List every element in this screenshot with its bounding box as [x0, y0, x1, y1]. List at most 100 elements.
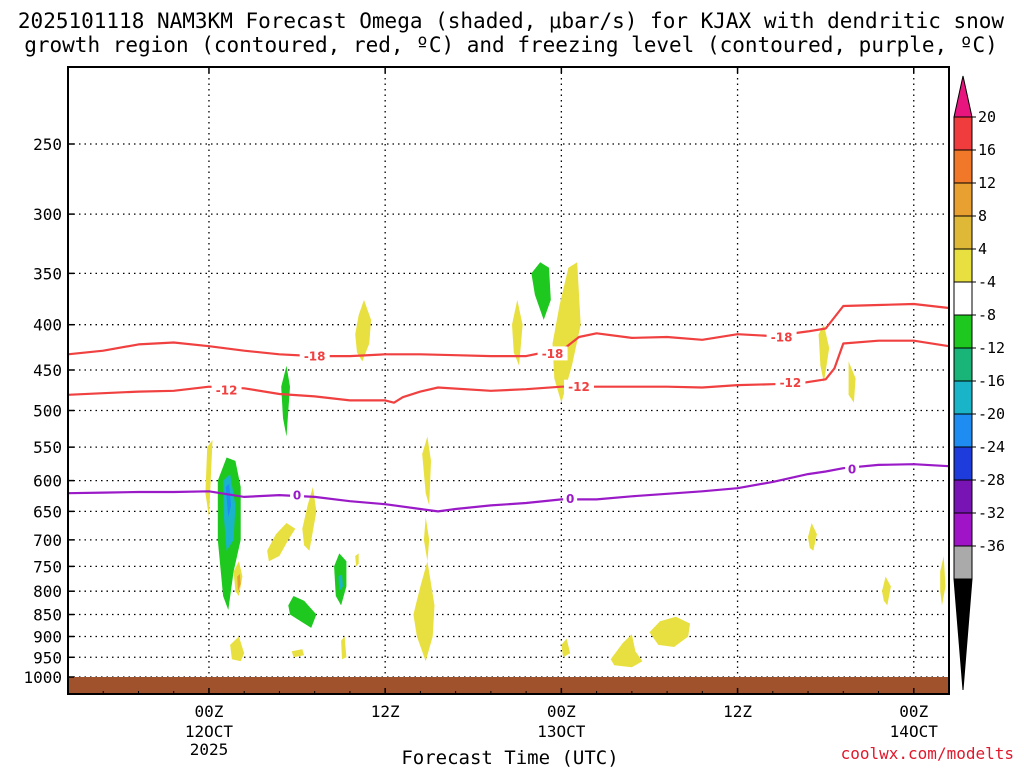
y-tick-label: 700 — [33, 531, 62, 550]
chart-title-line-1: 2025101118 NAM3KM Forecast Omega (shaded… — [18, 9, 1005, 33]
colorbar-segment — [953, 248, 973, 283]
omega-area-yellow-streak-1 — [205, 440, 213, 518]
y-tick-label: 1000 — [23, 668, 62, 687]
y-tick-label: 800 — [33, 582, 62, 601]
x-tick-label: 00Z — [195, 702, 224, 721]
colorbar-label: 12 — [978, 174, 996, 192]
contour-label: 0 — [566, 492, 574, 506]
colorbar-segment — [953, 215, 973, 250]
colorbar-label: 4 — [978, 240, 987, 258]
omega-area-orange-streak — [237, 574, 241, 592]
ground-surface — [68, 677, 949, 694]
omega-area-yellow-streak-4 — [423, 517, 430, 562]
ground-band — [68, 677, 949, 694]
omega-area-yellow-dot-2 — [291, 649, 305, 658]
x-tick-label: 00Z — [547, 702, 576, 721]
contour-label-bg — [563, 379, 594, 394]
omega-area-green-streak-500 — [281, 365, 290, 437]
colorbar-segment — [953, 512, 973, 547]
colorbar-segment — [953, 281, 973, 316]
colorbar-segment — [953, 479, 973, 514]
y-tick-label: 950 — [33, 648, 62, 667]
omega-area-yellow-blob-2 — [267, 523, 296, 562]
colorbar-label: -16 — [978, 372, 1005, 390]
colorbar-label: -20 — [978, 405, 1005, 423]
colorbar-segment — [953, 446, 973, 481]
omega-area-yellow-blob-top-3 — [552, 262, 581, 403]
contour-label: 0 — [848, 462, 856, 476]
colorbar-label: -32 — [978, 504, 1005, 522]
colorbar-segment — [953, 413, 973, 448]
colorbar-label: 16 — [978, 141, 996, 159]
omega-area-blue-blob-main — [225, 483, 231, 518]
contour-label: -18 — [771, 331, 793, 345]
x-tick-year: 2025 — [190, 740, 229, 759]
omega-area-yellow-blob-top-4 — [818, 324, 830, 383]
contour-label-bg — [211, 382, 242, 397]
y-tick-label: 600 — [33, 472, 62, 491]
x-tick-label: 12Z — [371, 702, 400, 721]
colorbar-label: -28 — [978, 471, 1005, 489]
y-tick-label: 900 — [33, 627, 62, 646]
colorbar-label: -36 — [978, 537, 1005, 555]
y-tick-label: 750 — [33, 557, 62, 576]
omega-area-yellow-blob-4 — [413, 561, 435, 662]
omega-area-yellow-blob-top-2 — [512, 299, 523, 366]
colorbar-segment — [953, 149, 973, 184]
omega-area-yellow-streak-3 — [422, 436, 431, 506]
omega-area-yellow-streak-6 — [940, 556, 946, 606]
x-tick-label: 12Z — [723, 702, 752, 721]
contour-freezing-0 — [67, 463, 950, 513]
colorbar-label: -24 — [978, 438, 1005, 456]
y-tick-label: 300 — [33, 205, 62, 224]
contour-label: -12 — [216, 383, 238, 397]
colorbar-bottom-arrow — [953, 578, 973, 691]
colorbar-label: 20 — [978, 108, 996, 126]
x-tick-date: 13OCT — [537, 722, 586, 741]
colorbar-label: -8 — [978, 306, 996, 324]
y-tick-label: 650 — [33, 502, 62, 521]
omega-area-yellow-blob-9 — [808, 523, 817, 551]
colorbar-segment — [953, 545, 973, 580]
colorbar-label: -12 — [978, 339, 1005, 357]
omega-area-green-blob-850 — [288, 596, 317, 628]
contour-label: 0 — [293, 489, 301, 503]
contour-dendritic--18 — [67, 302, 950, 358]
colorbar-segment — [953, 347, 973, 382]
contour-label: -12 — [780, 376, 802, 390]
colorbar: 20 16 12 8 4 -4 -8 -12 -16 -20 -24 -28 -32 -36 — [953, 75, 1005, 691]
omega-area-cyan-blob-760 — [338, 574, 343, 592]
y-tick-label: 550 — [33, 438, 62, 457]
colorbar-label: -4 — [978, 273, 996, 291]
contour-label-bg — [775, 375, 806, 390]
y-tick-label: 500 — [33, 402, 62, 421]
omega-area-yellow-blob-6 — [561, 638, 571, 658]
omega-shaded-areas — [205, 262, 946, 668]
omega-area-yellow-dot-1 — [355, 553, 359, 567]
y-tick-label: 250 — [33, 135, 62, 154]
contour-label-bg — [290, 488, 305, 503]
colorbar-segment — [953, 314, 973, 349]
x-tick-label: 00Z — [899, 702, 928, 721]
y-tick-label: 850 — [33, 606, 62, 625]
contour-label-bg — [299, 349, 330, 364]
omega-area-yellow-blob-7 — [610, 634, 643, 668]
omega-area-green-blob-top — [531, 262, 551, 320]
contour-dendritic--12 — [67, 339, 950, 404]
omega-area-yellow-blob-top-1 — [355, 299, 372, 362]
x-tick-date: 12OCT — [185, 722, 234, 741]
colorbar-label: 8 — [978, 207, 987, 225]
y-axis-ticks: 250 300 350 400 450 500 550 600 650 700 750 800 850 9… — [23, 135, 74, 687]
colorbar-segment — [953, 380, 973, 415]
credit-text: coolwx.com/modelts — [841, 744, 1014, 763]
x-axis-label: Forecast Time (UTC) — [401, 747, 618, 768]
contour-label-bg — [563, 491, 578, 506]
colorbar-segment — [953, 116, 973, 151]
colorbar-segment — [953, 182, 973, 217]
y-tick-label: 350 — [33, 264, 62, 283]
colorbar-top-arrow — [953, 75, 973, 118]
omega-area-yellow-blob-top-5 — [848, 361, 856, 403]
contour-label: -12 — [568, 380, 590, 394]
